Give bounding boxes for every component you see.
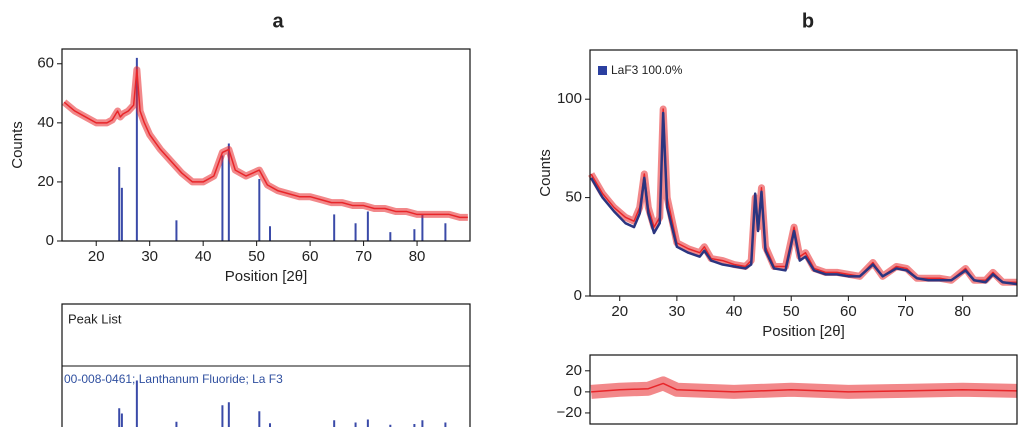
x-tick-label: 20 bbox=[88, 248, 105, 265]
x-tick-label: 50 bbox=[783, 303, 800, 320]
y-axis-label: Counts bbox=[9, 121, 26, 169]
y-tick-label: 40 bbox=[37, 114, 54, 131]
x-axis-label: Position [2θ] bbox=[225, 268, 308, 285]
data-line bbox=[63, 68, 468, 219]
y-tick-label: 0 bbox=[574, 287, 582, 304]
legend-swatch bbox=[598, 66, 607, 75]
peak-list-title: Peak List bbox=[68, 311, 122, 326]
x-tick-label: 60 bbox=[302, 248, 319, 265]
x-tick-label: 80 bbox=[409, 248, 426, 265]
y-tick-label: 0 bbox=[46, 232, 54, 249]
x-tick-label: 40 bbox=[726, 303, 743, 320]
y-tick-label: 0 bbox=[574, 383, 582, 400]
x-axis-label: Position [2θ] bbox=[762, 323, 845, 340]
x-tick-label: 60 bbox=[840, 303, 857, 320]
fit-line bbox=[590, 111, 1018, 286]
y-tick-label: 50 bbox=[565, 189, 582, 206]
y-tick-label: 20 bbox=[565, 362, 582, 379]
y-tick-label: −20 bbox=[557, 404, 582, 421]
peak-list-reference: 00-008-0461; Lanthanum Fluoride; La F3 bbox=[64, 372, 283, 386]
y-tick-label: 20 bbox=[37, 173, 54, 190]
data-line bbox=[591, 382, 1018, 393]
y-tick-label: 100 bbox=[557, 90, 582, 107]
legend-label: LaF3 100.0% bbox=[611, 63, 683, 77]
y-axis-label: Counts bbox=[537, 149, 554, 197]
x-tick-label: 40 bbox=[195, 248, 212, 265]
y-tick-label: 60 bbox=[37, 55, 54, 72]
x-tick-label: 30 bbox=[141, 248, 158, 265]
x-tick-label: 70 bbox=[355, 248, 372, 265]
x-tick-label: 70 bbox=[897, 303, 914, 320]
x-tick-label: 30 bbox=[669, 303, 686, 320]
plot-frame bbox=[589, 354, 1018, 425]
x-tick-label: 80 bbox=[954, 303, 971, 320]
panel-title: b bbox=[802, 10, 814, 32]
panel-title: a bbox=[272, 10, 284, 32]
plot-frame bbox=[589, 49, 1018, 297]
peak-list-box bbox=[61, 303, 471, 427]
data-band bbox=[61, 66, 468, 221]
plot-frame bbox=[61, 48, 471, 242]
x-tick-label: 20 bbox=[611, 303, 628, 320]
x-tick-label: 50 bbox=[248, 248, 265, 265]
